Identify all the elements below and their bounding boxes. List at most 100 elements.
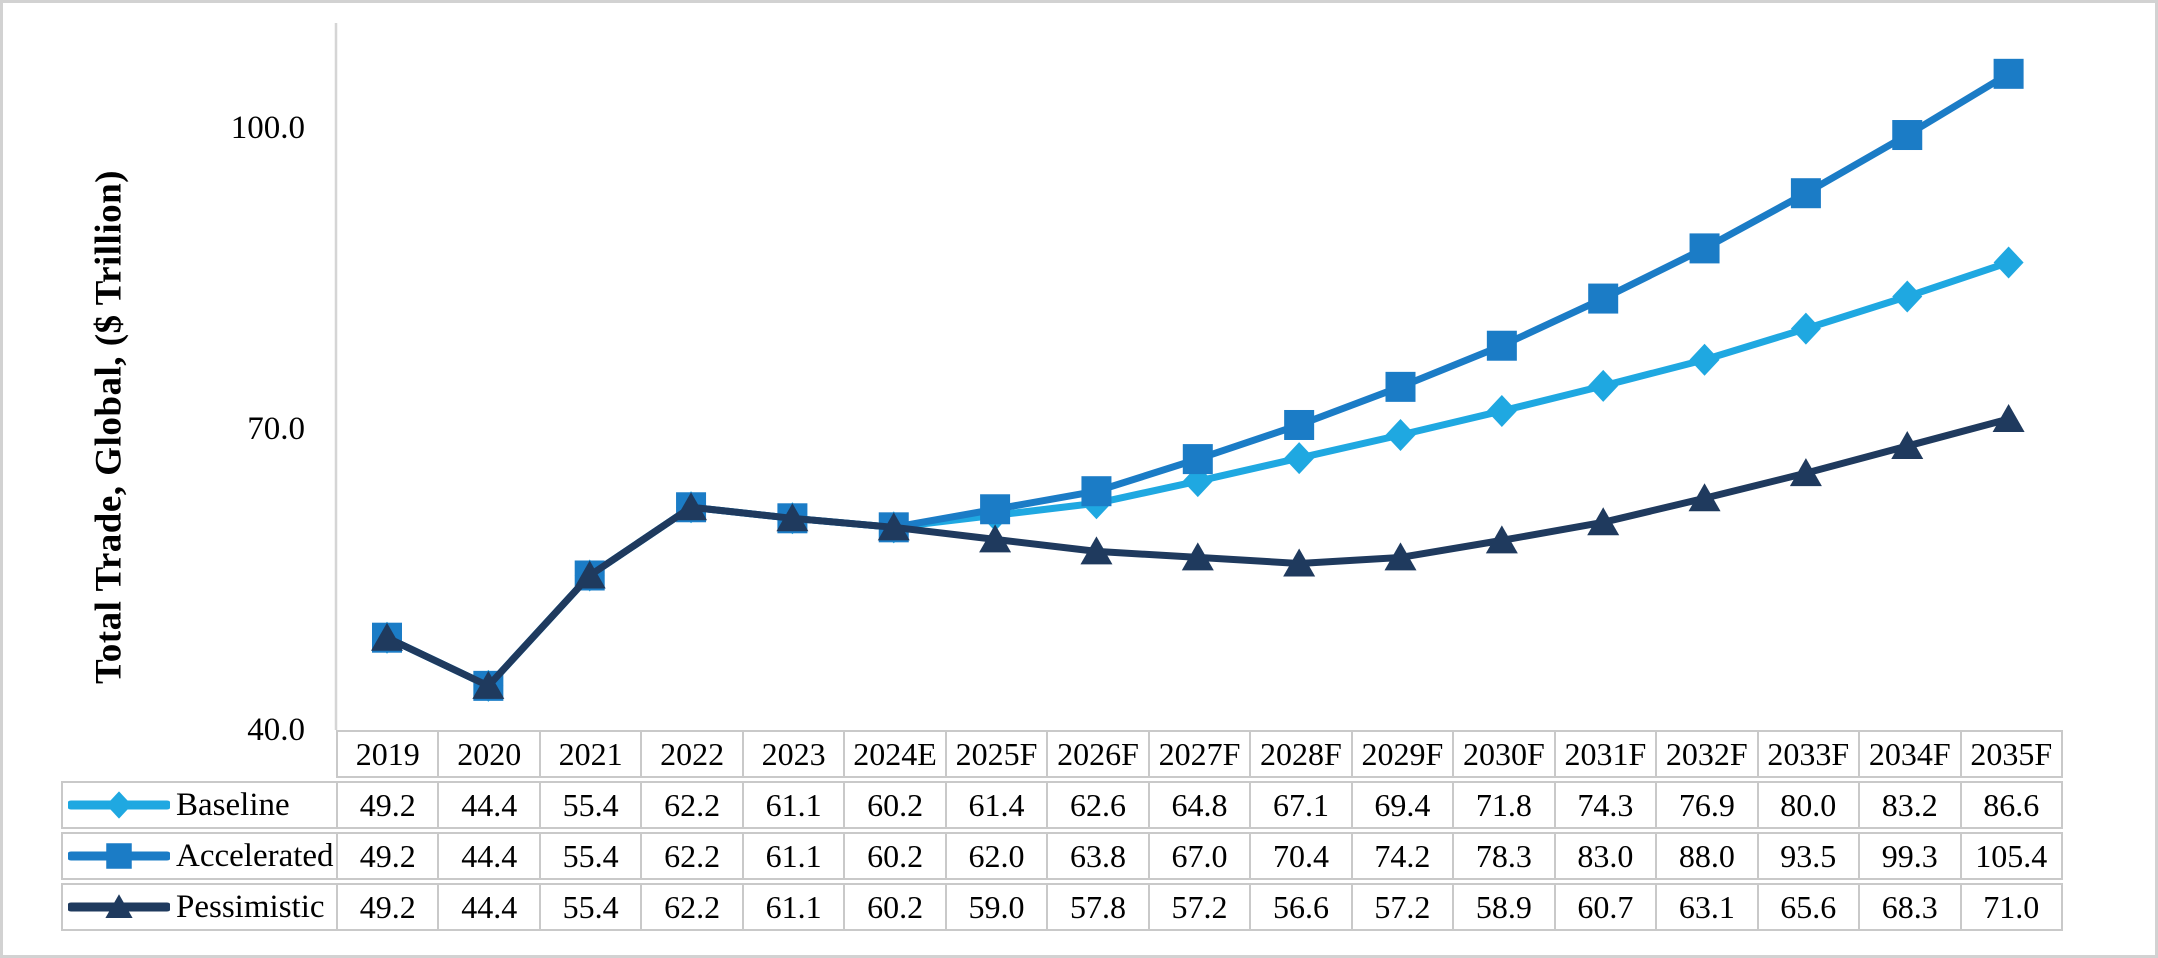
year-header-cell: 2033F [1756, 732, 1858, 776]
table-year-header-row: 2019 2020 2021 2022 2023 2024E 2025F 2026F 2027F… [336, 730, 2063, 778]
value-cell: 59.0 [944, 885, 1046, 929]
table-row-pessimistic: 49.2 44.4 55.4 62.2 61.1 60.2 59.0 57.8 57.2 56.6… [336, 883, 2063, 931]
year-header-cell: 2026F [1046, 732, 1147, 776]
legend-row-baseline: Baseline [61, 781, 338, 829]
diamond-marker-icon [1689, 343, 1720, 376]
value-cell: 57.2 [1350, 885, 1452, 929]
diamond-marker-icon [1588, 369, 1619, 402]
value-cell: 76.9 [1655, 783, 1756, 827]
square-marker-icon [1892, 120, 1923, 151]
value-cell: 44.4 [437, 834, 538, 878]
diamond-marker-icon [1486, 394, 1517, 427]
value-cell: 69.4 [1350, 783, 1452, 827]
year-header-cell: 2031F [1553, 732, 1655, 776]
value-cell: 55.4 [538, 783, 640, 827]
value-cell: 56.6 [1249, 885, 1350, 929]
value-cell: 44.4 [437, 885, 538, 929]
value-cell: 65.6 [1756, 885, 1858, 929]
triangle-marker-icon [105, 894, 133, 919]
diamond-marker-icon [106, 791, 132, 819]
value-cell: 70.4 [1249, 834, 1350, 878]
value-cell: 71.0 [1959, 885, 2061, 929]
triangle-marker-icon [1891, 431, 1924, 460]
triangle-marker-icon [371, 622, 403, 651]
value-cell: 62.6 [1046, 783, 1147, 827]
value-cell: 44.4 [437, 783, 538, 827]
year-header-cell: 2020 [437, 732, 538, 776]
square-marker-icon [1385, 371, 1416, 402]
y-axis-tick-label: 40.0 [247, 712, 305, 748]
value-cell: 60.2 [843, 783, 944, 827]
value-cell: 63.1 [1655, 885, 1756, 929]
diamond-marker-icon [1892, 280, 1923, 313]
year-header-cell: 2024E [843, 732, 944, 776]
legend-row-accelerated: Accelerated [61, 832, 338, 880]
value-cell: 83.2 [1858, 783, 1959, 827]
value-cell: 61.1 [741, 783, 843, 827]
line-chart-plot [334, 23, 2025, 730]
value-cell: 49.2 [359, 786, 416, 823]
value-cell: 74.2 [1350, 834, 1452, 878]
square-marker-icon [980, 494, 1011, 525]
value-cell: 55.4 [538, 885, 640, 929]
triangle-marker-icon [1283, 548, 1316, 577]
value-cell: 71.8 [1452, 783, 1553, 827]
value-cell: 62.2 [640, 885, 741, 929]
triangle-marker-icon [1688, 483, 1721, 512]
series-label: Accelerated [176, 837, 334, 874]
table-row-baseline: 49.2 44.4 55.4 62.2 61.1 60.2 61.4 62.6 64.8 67.1… [336, 781, 2063, 829]
value-cell: 49.2 [359, 888, 416, 925]
diamond-marker-icon [1385, 419, 1416, 452]
value-cell: 64.8 [1147, 783, 1249, 827]
value-cell: 67.0 [1147, 834, 1249, 878]
triangle-marker-icon [1080, 536, 1113, 565]
square-marker-icon [1993, 58, 2024, 89]
year-header-cell: 2032F [1655, 732, 1756, 776]
triangle-marker-icon [1181, 542, 1214, 571]
triangle-marker-icon [877, 512, 910, 541]
year-header-cell: 2025F [944, 732, 1046, 776]
value-cell: 68.3 [1858, 885, 1959, 929]
value-cell: 57.8 [1046, 885, 1147, 929]
square-marker-icon [1182, 444, 1213, 475]
diamond-marker-icon [1284, 442, 1315, 475]
year-header-cell: 2021 [538, 732, 640, 776]
value-cell: 74.3 [1553, 783, 1655, 827]
triangle-marker-icon [1992, 403, 2025, 432]
value-cell: 99.3 [1858, 834, 1959, 878]
value-cell: 80.0 [1756, 783, 1858, 827]
value-cell: 60.2 [843, 834, 944, 878]
year-header-cell: 2027F [1147, 732, 1249, 776]
value-cell: 57.2 [1147, 885, 1249, 929]
triangle-marker-icon [979, 524, 1012, 553]
triangle-marker-icon [675, 492, 708, 521]
triangle-marker-icon [776, 503, 809, 532]
legend-key-pessimistic [68, 894, 170, 919]
value-cell: 61.1 [741, 834, 843, 878]
square-marker-icon [1689, 233, 1720, 264]
value-cell: 63.8 [1046, 834, 1147, 878]
value-cell: 60.7 [1553, 885, 1655, 929]
value-cell: 62.2 [640, 783, 741, 827]
table-row-accelerated: 49.2 44.4 55.4 62.2 61.1 60.2 62.0 63.8 67.0 70.4… [336, 832, 2063, 880]
year-header-cell: 2023 [741, 732, 843, 776]
value-cell: 88.0 [1655, 834, 1756, 878]
series-label: Pessimistic [176, 888, 325, 925]
value-cell: 93.5 [1756, 834, 1858, 878]
value-cell: 86.6 [1959, 783, 2061, 827]
square-marker-icon [106, 843, 132, 869]
year-header-cell: 2034F [1858, 732, 1959, 776]
year-header-cell: 2035F [1959, 732, 2061, 776]
year-header-cell: 2030F [1452, 732, 1553, 776]
value-cell: 67.1 [1249, 783, 1350, 827]
year-header-cell: 2029F [1350, 732, 1452, 776]
year-header-cell: 2028F [1249, 732, 1350, 776]
triangle-marker-icon [1485, 525, 1518, 554]
triangle-marker-icon [1587, 507, 1620, 536]
square-marker-icon [1081, 476, 1112, 507]
value-cell: 55.4 [538, 834, 640, 878]
year-header-cell: 2022 [640, 732, 741, 776]
value-cell: 62.2 [640, 834, 741, 878]
value-cell: 105.4 [1959, 834, 2061, 878]
